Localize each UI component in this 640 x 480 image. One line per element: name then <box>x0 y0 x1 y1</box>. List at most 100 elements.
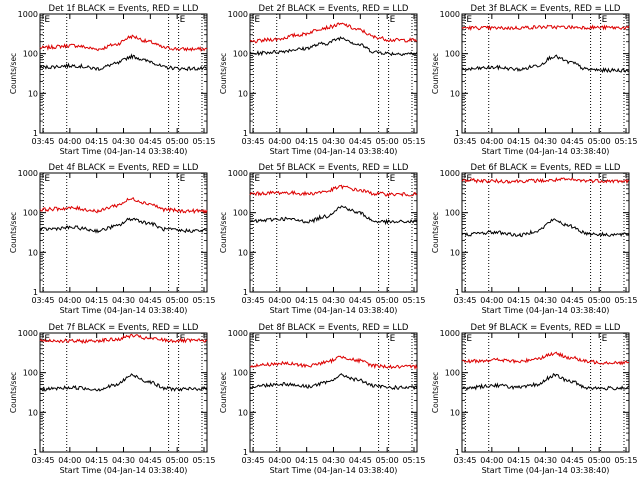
x-tick-label: 04:15 <box>295 456 318 465</box>
time-marker-label: E <box>390 334 396 344</box>
x-tick-label: 05:15 <box>614 137 637 146</box>
x-tick-label: 04:45 <box>349 456 372 465</box>
plot-frame <box>249 332 418 453</box>
x-tick-label: 04:30 <box>534 137 557 146</box>
y-tick-label: 1000 <box>18 10 38 19</box>
y-tick-label: 1000 <box>228 10 248 19</box>
lld-series-line <box>249 184 418 198</box>
detector-plot-2: Det 2f BLACK = Events, RED = LLD 1 10 100 10… <box>219 4 426 156</box>
y-tick-label: 10 <box>450 408 460 417</box>
x-tick-label: 03:45 <box>453 137 476 146</box>
x-tick-label: 04:30 <box>534 296 557 305</box>
y-tick-label: 1000 <box>228 329 248 338</box>
x-tick-label: 04:00 <box>268 137 291 146</box>
x-tick-label: 04:15 <box>85 296 108 305</box>
events-series-line <box>39 217 208 234</box>
y-tick-label: 1 <box>33 288 38 297</box>
x-tick-label: 04:00 <box>58 456 81 465</box>
plot-frame <box>249 13 418 134</box>
x-tick-label: 04:00 <box>268 456 291 465</box>
time-marker-label: E <box>466 15 472 25</box>
detector-plot-9: Det 9f BLACK = Events, RED = LLD 1 10 100 10… <box>431 323 638 475</box>
y-axis-label: Counts/sec <box>431 53 440 94</box>
x-tick-label: 04:00 <box>480 456 503 465</box>
y-axis-label: Counts/sec <box>9 372 18 413</box>
x-tick-label: 05:15 <box>192 137 215 146</box>
plot-title: Det 2f BLACK = Events, RED = LLD <box>259 4 409 14</box>
y-tick-label: 1000 <box>440 10 460 19</box>
y-tick-label: 100 <box>23 369 38 378</box>
lld-series-line <box>39 34 208 53</box>
x-tick-label: 04:00 <box>480 137 503 146</box>
plot-title: Det 6f BLACK = Events, RED = LLD <box>471 163 621 173</box>
y-axis-label: Counts/sec <box>431 212 440 253</box>
lld-series-line <box>39 197 208 215</box>
y-tick-label: 1 <box>33 448 38 457</box>
plot-frame <box>39 172 208 293</box>
lld-series-line <box>249 22 418 44</box>
x-tick-label: 05:15 <box>402 137 425 146</box>
events-series-line <box>249 373 418 391</box>
plot-title: Det 7f BLACK = Events, RED = LLD <box>49 323 199 333</box>
y-tick-label: 1 <box>243 129 248 138</box>
x-tick-label: 04:00 <box>268 296 291 305</box>
lld-series-line <box>39 333 208 345</box>
x-tick-label: 05:00 <box>376 456 399 465</box>
y-tick-label: 10 <box>450 89 460 98</box>
lld-series-line <box>461 24 630 32</box>
x-tick-label: 04:15 <box>85 456 108 465</box>
x-tick-label: 03:45 <box>31 137 54 146</box>
x-tick-label: 04:30 <box>112 456 135 465</box>
x-tick-label: 05:00 <box>376 296 399 305</box>
x-tick-label: 05:00 <box>588 456 611 465</box>
x-axis-label: Start Time (04-Jan-14 03:38:40) <box>482 466 610 475</box>
x-tick-label: 04:45 <box>561 296 584 305</box>
time-marker-label: E <box>390 174 396 184</box>
y-tick-label: 10 <box>28 89 38 98</box>
y-axis-label: Counts/sec <box>219 212 228 253</box>
events-series-line <box>249 205 418 226</box>
x-tick-label: 05:00 <box>376 137 399 146</box>
x-tick-label: 05:00 <box>166 456 189 465</box>
plot-title: Det 8f BLACK = Events, RED = LLD <box>259 323 409 333</box>
x-tick-label: 03:45 <box>241 456 264 465</box>
x-tick-label: 05:15 <box>192 456 215 465</box>
x-tick-label: 04:00 <box>480 296 503 305</box>
x-tick-label: 04:30 <box>112 296 135 305</box>
x-axis-label: Start Time (04-Jan-14 03:38:40) <box>482 147 610 156</box>
plot-frame <box>249 172 418 293</box>
y-tick-label: 100 <box>23 50 38 59</box>
y-tick-label: 10 <box>28 248 38 257</box>
y-tick-label: 1000 <box>18 169 38 178</box>
x-axis-label: Start Time (04-Jan-14 03:38:40) <box>270 466 398 475</box>
time-marker-label: E <box>254 334 260 344</box>
x-tick-label: 04:30 <box>322 296 345 305</box>
x-tick-label: 04:15 <box>295 137 318 146</box>
time-marker-label: E <box>602 15 608 25</box>
events-series-line <box>39 373 208 392</box>
time-marker-label: E <box>466 334 472 344</box>
x-axis-label: Start Time (04-Jan-14 03:38:40) <box>482 306 610 315</box>
plot-frame <box>39 332 208 453</box>
detector-plot-3: Det 3f BLACK = Events, RED = LLD 1 10 100 10… <box>431 4 638 156</box>
detector-plot-6: Det 6f BLACK = Events, RED = LLD 1 10 100 10… <box>431 163 638 315</box>
x-tick-label: 04:15 <box>295 296 318 305</box>
x-tick-label: 04:45 <box>561 456 584 465</box>
y-tick-label: 100 <box>233 209 248 218</box>
x-tick-label: 04:45 <box>561 137 584 146</box>
detector-plot-1: Det 1f BLACK = Events, RED = LLD 1 10 100 10… <box>9 4 216 156</box>
x-tick-label: 04:45 <box>139 456 162 465</box>
plot-title: Det 9f BLACK = Events, RED = LLD <box>471 323 621 333</box>
x-tick-label: 05:15 <box>192 296 215 305</box>
x-tick-label: 03:45 <box>453 456 476 465</box>
x-tick-label: 04:00 <box>58 296 81 305</box>
y-axis-label: Counts/sec <box>219 53 228 94</box>
detector-plot-5: Det 5f BLACK = Events, RED = LLD 1 10 100 10… <box>219 163 426 315</box>
x-tick-label: 04:15 <box>85 137 108 146</box>
time-marker-label: E <box>44 334 50 344</box>
x-tick-label: 04:30 <box>322 137 345 146</box>
lld-series-line <box>461 177 630 185</box>
time-marker-label: E <box>44 15 50 25</box>
y-tick-label: 100 <box>445 50 460 59</box>
y-tick-label: 10 <box>238 248 248 257</box>
